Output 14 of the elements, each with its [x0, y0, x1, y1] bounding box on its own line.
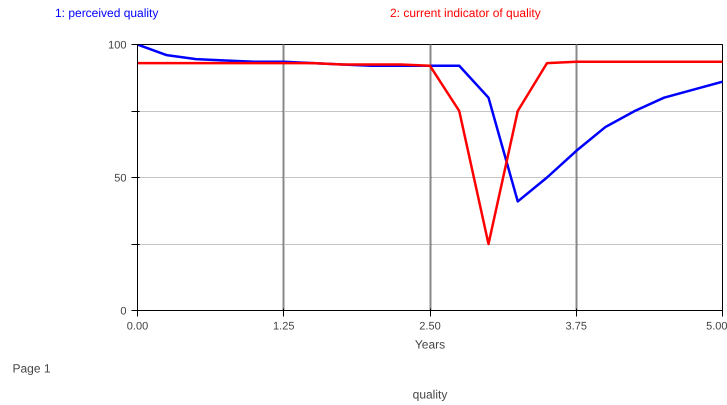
text: quality [412, 388, 448, 402]
x-tick-label: 2.50 [419, 320, 441, 332]
x-axis-title: Years [414, 338, 446, 352]
y-tick-label: 50 [114, 172, 127, 184]
text: 1: perceived quality [55, 5, 158, 22]
x-tick-label: 1.25 [273, 320, 294, 332]
text: 2: current indicator of quality [390, 5, 541, 22]
y-tick-label: 0 [120, 306, 127, 318]
x-tick-label: 5.00 [706, 320, 727, 332]
x-tick-label: 3.75 [566, 320, 587, 332]
y-tick-label: 100 [108, 40, 127, 52]
text: Page 1 [12, 362, 51, 376]
line-series [138, 60, 722, 246]
x-tick-label: 0.00 [126, 320, 148, 332]
